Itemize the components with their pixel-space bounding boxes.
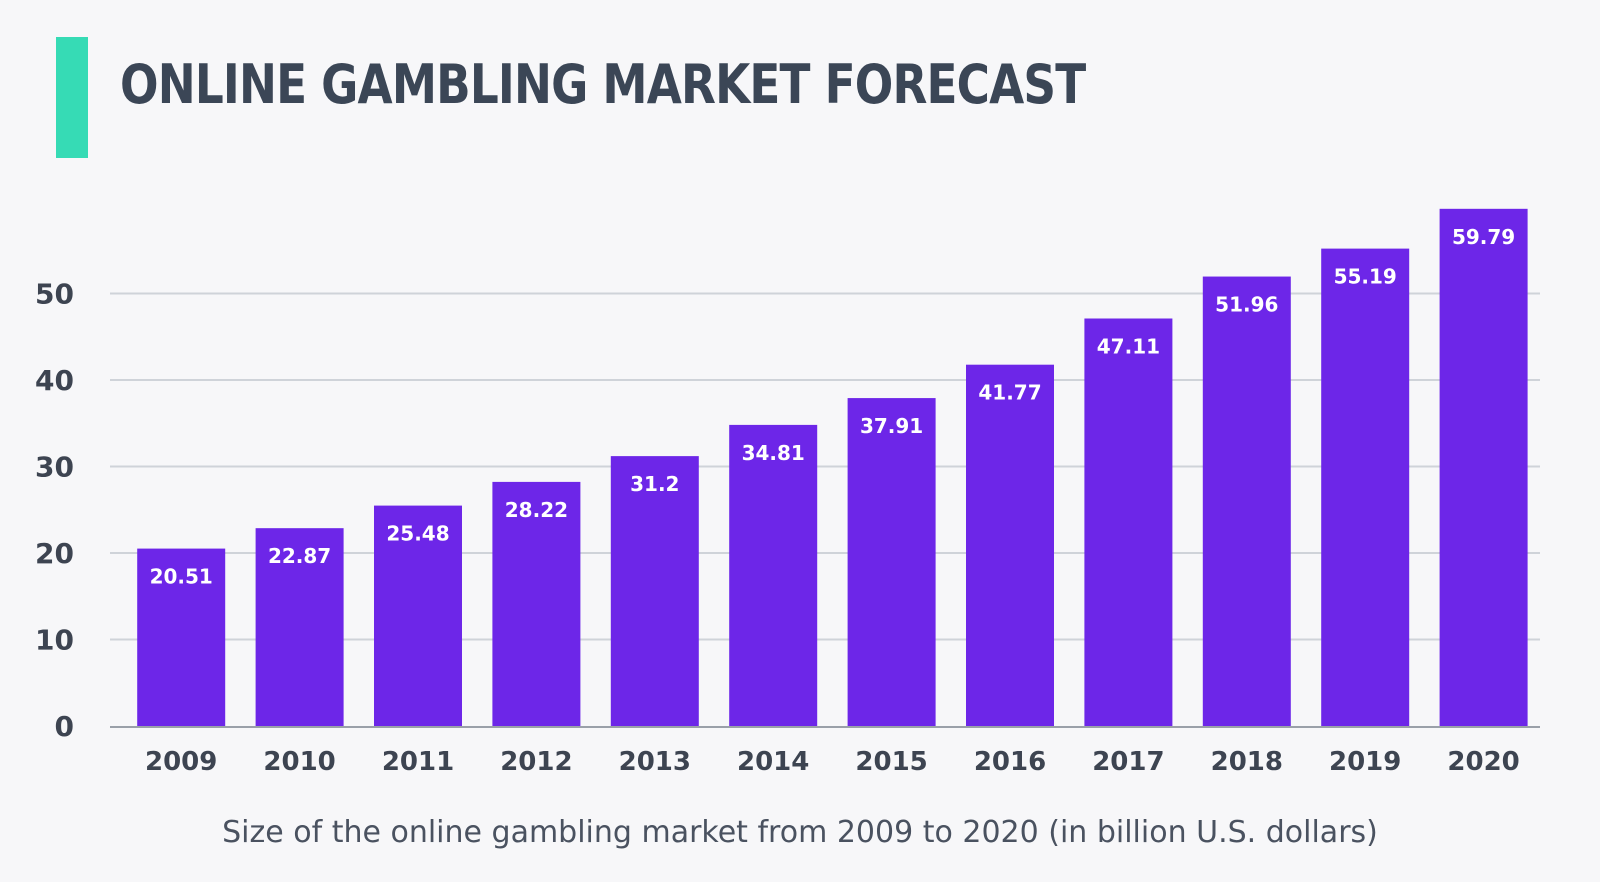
bar-value-label-2017: 47.11	[1097, 334, 1160, 358]
bar-value-label-2009: 20.51	[150, 565, 213, 589]
bar-2019	[1321, 248, 1410, 726]
bar-2009	[137, 548, 226, 726]
bar-2015	[847, 398, 936, 726]
bar-value-label-2020: 59.79	[1452, 225, 1515, 249]
x-axis-tick-labels: 2009 2010 2011 2012 2013 2014 2015 2016 2017 2018…	[145, 747, 1520, 777]
x-tick-label-2019: 2019	[1329, 747, 1401, 777]
x-tick-label-2011: 2011	[382, 747, 454, 777]
x-tick-label-2013: 2013	[619, 747, 691, 777]
bar-2014	[729, 424, 818, 726]
bar-value-label-2016: 41.77	[978, 381, 1041, 405]
chart-caption: Size of the online gambling market from …	[222, 815, 1378, 850]
y-tick-label-30: 30	[35, 451, 74, 484]
x-tick-label-2012: 2012	[500, 747, 572, 777]
x-tick-label-2020: 2020	[1447, 747, 1519, 777]
bar-value-label-2019: 55.19	[1334, 265, 1397, 289]
bar-value-labels: 20.51 22.87 25.48 28.22 31.2 34.81 37.91 41.77 4…	[150, 225, 1516, 589]
bar-value-label-2013: 31.2	[630, 472, 679, 496]
bar-2018	[1202, 276, 1291, 726]
bar-2012	[492, 481, 581, 726]
x-tick-label-2018: 2018	[1211, 747, 1283, 777]
x-tick-label-2010: 2010	[263, 747, 335, 777]
y-tick-label-40: 40	[35, 364, 74, 397]
bars	[137, 208, 1528, 726]
bar-2013	[610, 456, 699, 726]
y-axis-tick-labels: 0 10 20 30 40 50	[35, 278, 74, 744]
bar-2010	[255, 528, 344, 726]
x-tick-label-2014: 2014	[737, 747, 809, 777]
bar-2016	[966, 364, 1054, 726]
y-tick-label-10: 10	[35, 624, 74, 657]
y-tick-label-20: 20	[35, 537, 74, 570]
chart-title: ONLINE GAMBLING MARKET FORECAST	[120, 53, 1086, 116]
bar-value-label-2011: 25.48	[386, 522, 449, 546]
x-tick-label-2016: 2016	[974, 747, 1046, 777]
title-accent-bar	[56, 37, 88, 158]
x-tick-label-2017: 2017	[1092, 747, 1164, 777]
bar-value-label-2018: 51.96	[1215, 293, 1278, 317]
bar-value-label-2014: 34.81	[742, 441, 805, 465]
x-tick-label-2009: 2009	[145, 747, 217, 777]
bar-2011	[374, 505, 462, 726]
bar-value-label-2010: 22.87	[268, 544, 331, 568]
bar-value-label-2015: 37.91	[860, 414, 923, 438]
y-tick-label-0: 0	[55, 710, 74, 743]
y-tick-label-50: 50	[35, 278, 74, 311]
bar-value-label-2012: 28.22	[505, 498, 568, 522]
bar-2017	[1084, 318, 1173, 726]
grid-lines	[110, 292, 1540, 641]
bar-2020	[1439, 208, 1528, 726]
x-tick-label-2015: 2015	[855, 747, 927, 777]
